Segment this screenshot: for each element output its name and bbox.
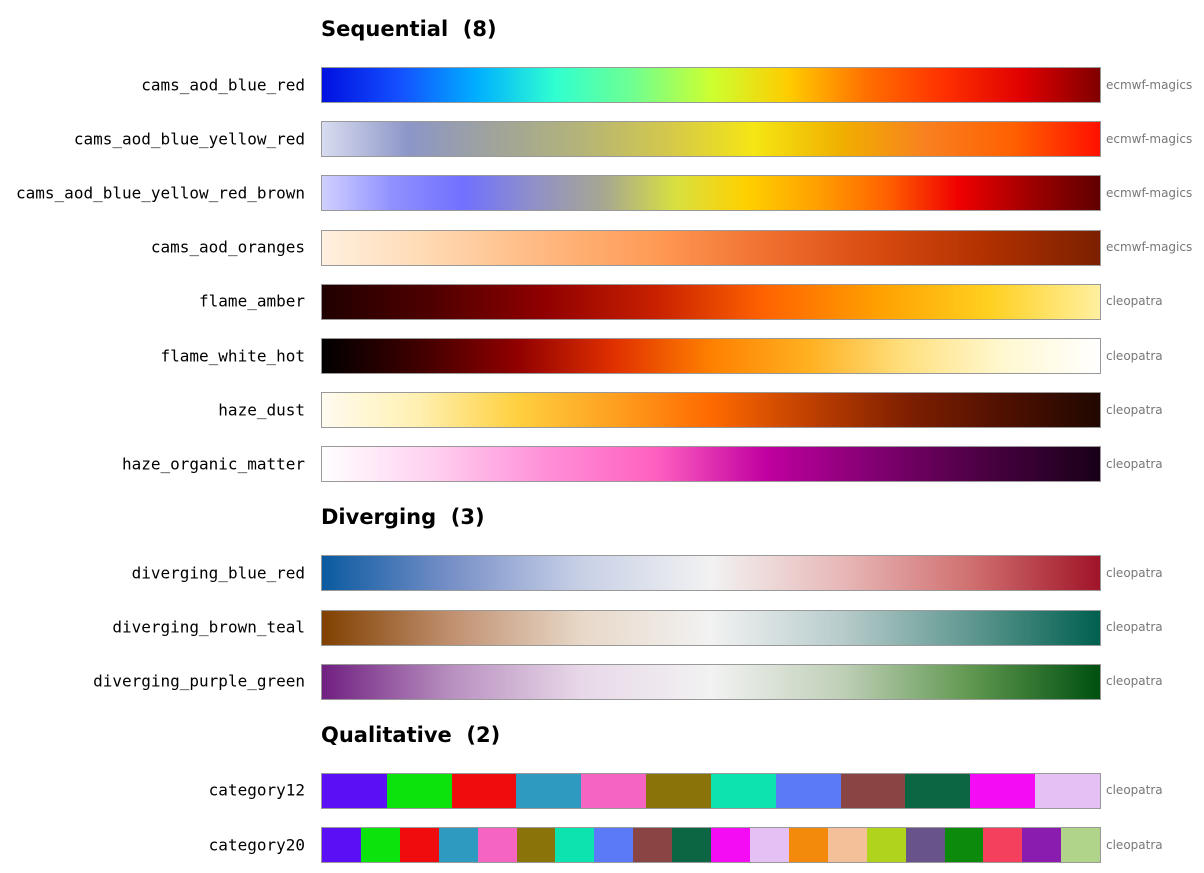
- color-swatch: [711, 828, 750, 862]
- color-swatch: [775, 773, 841, 808]
- colormap-source: cleopatra: [1106, 402, 1163, 417]
- color-swatch: [581, 773, 647, 808]
- color-swatch: [516, 828, 556, 862]
- colormap-name: category12: [208, 780, 305, 800]
- colormap-source: ecmwf-magics: [1106, 77, 1193, 92]
- colormap-source: cleopatra: [1106, 783, 1163, 798]
- colormap-name: haze_dust: [218, 400, 305, 420]
- colormap-source: ecmwf-magics: [1106, 131, 1193, 146]
- color-swatch: [788, 828, 828, 862]
- color-swatch: [944, 828, 984, 862]
- colormap-name: haze_organic_matter: [121, 454, 305, 474]
- colormap-source: cleopatra: [1106, 565, 1163, 580]
- color-swatch: [451, 773, 517, 808]
- color-swatch: [710, 773, 776, 808]
- colormap-bar: [321, 175, 1101, 212]
- colormap-name: diverging_purple_green: [93, 671, 305, 691]
- colormap-bar: [321, 67, 1101, 103]
- colormap-source: cleopatra: [1106, 294, 1163, 309]
- color-swatch: [1022, 828, 1062, 862]
- colormap-source: ecmwf-magics: [1106, 185, 1193, 200]
- color-swatch: [672, 828, 712, 862]
- colormap-bar: [321, 609, 1101, 646]
- colormap-source: cleopatra: [1106, 456, 1163, 471]
- colormap-bar: [321, 555, 1101, 592]
- color-swatch: [438, 828, 478, 862]
- colormap-name: flame_amber: [199, 291, 305, 311]
- color-swatch: [646, 773, 711, 808]
- colormap-bar: [321, 121, 1101, 158]
- color-swatch: [983, 828, 1023, 862]
- colormap-source: ecmwf-magics: [1106, 240, 1193, 255]
- colormap-name: diverging_brown_teal: [112, 617, 305, 637]
- color-swatch: [516, 773, 582, 808]
- colormap-bar: [321, 283, 1101, 320]
- colormap-name: flame_white_hot: [160, 346, 306, 365]
- colormap-name: cams_aod_blue_yellow_red: [73, 129, 305, 149]
- color-swatch: [633, 828, 673, 862]
- colormap-name: cams_aod_blue_red: [141, 75, 305, 94]
- colormap-source: cleopatra: [1106, 348, 1163, 363]
- colormap-bar: [321, 663, 1101, 700]
- color-swatch: [555, 828, 595, 862]
- colormap-bar: [321, 338, 1101, 374]
- section-title: Sequential (8): [321, 17, 497, 41]
- color-swatch: [905, 773, 971, 808]
- colormap-name: cams_aod_oranges: [150, 237, 305, 257]
- colormap-name: cams_aod_blue_yellow_red_brown: [16, 183, 305, 203]
- color-swatch: [866, 828, 906, 862]
- color-swatch: [1061, 828, 1101, 862]
- colormap-source: cleopatra: [1106, 674, 1163, 689]
- color-swatch: [970, 773, 1036, 808]
- colormap-name: diverging_blue_red: [131, 563, 305, 583]
- colormap-bar: [321, 446, 1101, 483]
- color-swatch: [905, 828, 945, 862]
- color-swatch: [827, 828, 867, 862]
- colormap-name: category20: [208, 835, 305, 854]
- colormap-bar: [321, 392, 1101, 429]
- color-swatch: [477, 828, 517, 862]
- color-swatch: [322, 773, 387, 808]
- colormap-bar: [321, 772, 1101, 809]
- color-swatch: [749, 828, 789, 862]
- color-swatch: [594, 828, 634, 862]
- colormap-source: cleopatra: [1106, 620, 1163, 635]
- color-swatch: [399, 828, 439, 862]
- color-swatch: [360, 828, 400, 862]
- section-title: Qualitative (2): [321, 722, 501, 747]
- colormap-bar: [321, 229, 1101, 266]
- color-swatch: [322, 828, 361, 862]
- color-swatch: [386, 773, 452, 808]
- color-swatch: [840, 773, 906, 808]
- colormap-source: cleopatra: [1106, 837, 1163, 852]
- color-swatch: [1035, 773, 1100, 808]
- colormap-bar: [321, 827, 1101, 863]
- section-title: Diverging (3): [321, 505, 485, 530]
